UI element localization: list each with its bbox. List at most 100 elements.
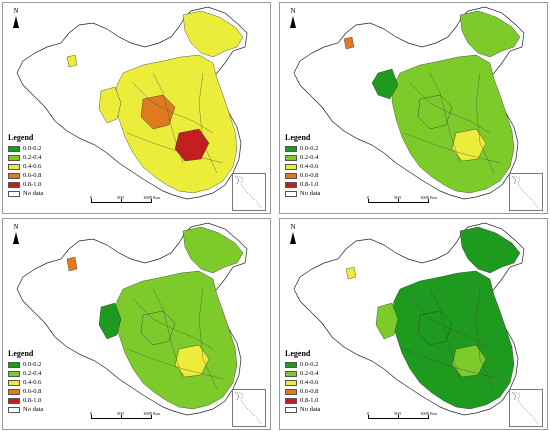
north-label: N bbox=[13, 7, 19, 15]
legend-label: 0.4-0.6 bbox=[300, 162, 319, 170]
legend: Legend 0.0-0.2 0.2-0.4 0.4-0.6 0.6-0.8 0… bbox=[8, 133, 78, 198]
map-panel-d: N Legend 0.0-0.2 0.2-0.4 0.4-0.6 0.6-0.8… bbox=[279, 218, 548, 430]
choropleth-map bbox=[16, 222, 248, 416]
legend-label: 0.2-0.4 bbox=[23, 153, 42, 161]
legend-row: No data bbox=[8, 405, 78, 414]
legend-row: 0.6-0.8 bbox=[285, 387, 355, 396]
scale-bar: 0 500 1000 Km bbox=[367, 195, 448, 207]
scale-label: 0 bbox=[367, 195, 370, 200]
legend-label: 0.2-0.4 bbox=[300, 369, 319, 377]
scale-tick bbox=[428, 415, 429, 419]
legend-swatch bbox=[8, 388, 20, 395]
legend-swatch bbox=[285, 145, 297, 152]
scale-tick bbox=[151, 199, 152, 203]
north-arrow: N bbox=[9, 7, 23, 31]
scale-tick bbox=[91, 415, 92, 419]
legend-row: 0.8-1.0 bbox=[285, 180, 355, 189]
legend-swatch bbox=[8, 190, 20, 197]
legend-label: 0.4-0.6 bbox=[300, 378, 319, 386]
legend-label: 0.6-0.8 bbox=[23, 171, 42, 179]
north-arrow: N bbox=[9, 223, 23, 247]
legend-title: Legend bbox=[285, 133, 311, 142]
choropleth-map bbox=[293, 222, 525, 416]
legend-swatch bbox=[8, 181, 20, 188]
legend-row: No data bbox=[8, 189, 78, 198]
scale-label: 0 bbox=[90, 195, 93, 200]
legend-swatch bbox=[285, 154, 297, 161]
legend-swatch bbox=[8, 379, 20, 386]
legend-title: Legend bbox=[8, 349, 34, 358]
scale-label: 0 bbox=[367, 411, 370, 416]
legend-row: 0.0-0.2 bbox=[285, 360, 355, 369]
north-label: N bbox=[290, 7, 296, 15]
scale-label: 500 bbox=[117, 411, 124, 416]
north-arrow-icon bbox=[290, 16, 296, 28]
legend-swatch bbox=[8, 370, 20, 377]
north-arrow-icon bbox=[13, 16, 19, 28]
choropleth-map bbox=[16, 6, 248, 200]
south-china-sea-inset bbox=[232, 173, 266, 211]
legend-row: 0.2-0.4 bbox=[8, 153, 78, 162]
legend-row: 0.4-0.6 bbox=[8, 162, 78, 171]
colored-region-group bbox=[343, 10, 521, 194]
legend-swatch bbox=[285, 181, 297, 188]
scale-label: 500 bbox=[117, 195, 124, 200]
scale-label: 1000 Km bbox=[420, 411, 437, 416]
inset-map bbox=[511, 391, 539, 425]
scale-tick bbox=[368, 415, 369, 419]
legend-label: No data bbox=[23, 189, 44, 197]
legend-label: 0.4-0.6 bbox=[23, 162, 42, 170]
scale-tick bbox=[151, 415, 152, 419]
legend-label: 0.2-0.4 bbox=[300, 153, 319, 161]
north-arrow-icon bbox=[13, 232, 19, 244]
legend-row: 0.6-0.8 bbox=[8, 387, 78, 396]
legend-row: 0.8-1.0 bbox=[285, 396, 355, 405]
legend-swatch bbox=[285, 361, 297, 368]
legend-swatch bbox=[285, 397, 297, 404]
legend-label: 0.8-1.0 bbox=[23, 180, 42, 188]
legend-row: 0.2-0.4 bbox=[8, 369, 78, 378]
legend-label: 0.0-0.2 bbox=[300, 360, 319, 368]
legend-row: 0.8-1.0 bbox=[8, 396, 78, 405]
map-panel-a: N Legend 0.0-0.2 0.2-0.4 0.4-0.6 0.6-0.8… bbox=[2, 2, 271, 214]
scale-tick bbox=[121, 199, 122, 203]
scale-label: 1000 Km bbox=[420, 195, 437, 200]
legend-label: 0.6-0.8 bbox=[300, 387, 319, 395]
legend-label: 0.8-1.0 bbox=[23, 396, 42, 404]
legend-swatch bbox=[285, 172, 297, 179]
legend-swatch bbox=[8, 172, 20, 179]
scale-label: 1000 Km bbox=[143, 411, 160, 416]
legend-label: No data bbox=[300, 189, 321, 197]
legend-swatch bbox=[8, 397, 20, 404]
legend-row: 0.0-0.2 bbox=[285, 144, 355, 153]
north-label: N bbox=[290, 223, 296, 231]
legend-swatch bbox=[285, 379, 297, 386]
legend: Legend 0.0-0.2 0.2-0.4 0.4-0.6 0.6-0.8 0… bbox=[285, 349, 355, 414]
legend-row: No data bbox=[285, 189, 355, 198]
legend-label: 0.2-0.4 bbox=[23, 369, 42, 377]
legend-label: 0.6-0.8 bbox=[23, 387, 42, 395]
inset-map bbox=[234, 391, 262, 425]
legend-swatch bbox=[285, 406, 297, 413]
legend-label: 0.6-0.8 bbox=[300, 171, 319, 179]
scale-tick bbox=[398, 415, 399, 419]
legend-row: 0.2-0.4 bbox=[285, 369, 355, 378]
legend-row: 0.6-0.8 bbox=[285, 171, 355, 180]
map-panel-c: N Legend 0.0-0.2 0.2-0.4 0.4-0.6 0.6-0.8… bbox=[2, 218, 271, 430]
scale-bar: 0 500 1000 Km bbox=[367, 411, 448, 423]
legend-swatch bbox=[285, 163, 297, 170]
legend-swatch bbox=[8, 406, 20, 413]
legend: Legend 0.0-0.2 0.2-0.4 0.4-0.6 0.6-0.8 0… bbox=[8, 349, 78, 414]
legend-row: 0.0-0.2 bbox=[8, 144, 78, 153]
north-arrow: N bbox=[286, 223, 300, 247]
scale-label: 500 bbox=[394, 411, 401, 416]
inset-map bbox=[511, 175, 539, 209]
legend-row: 0.6-0.8 bbox=[8, 171, 78, 180]
legend-row: 0.4-0.6 bbox=[285, 378, 355, 387]
legend-label: 0.0-0.2 bbox=[23, 360, 42, 368]
legend-row: 0.4-0.6 bbox=[285, 162, 355, 171]
legend-row: 0.0-0.2 bbox=[8, 360, 78, 369]
inset-map bbox=[234, 175, 262, 209]
legend: Legend 0.0-0.2 0.2-0.4 0.4-0.6 0.6-0.8 0… bbox=[285, 133, 355, 198]
scale-label: 500 bbox=[394, 195, 401, 200]
